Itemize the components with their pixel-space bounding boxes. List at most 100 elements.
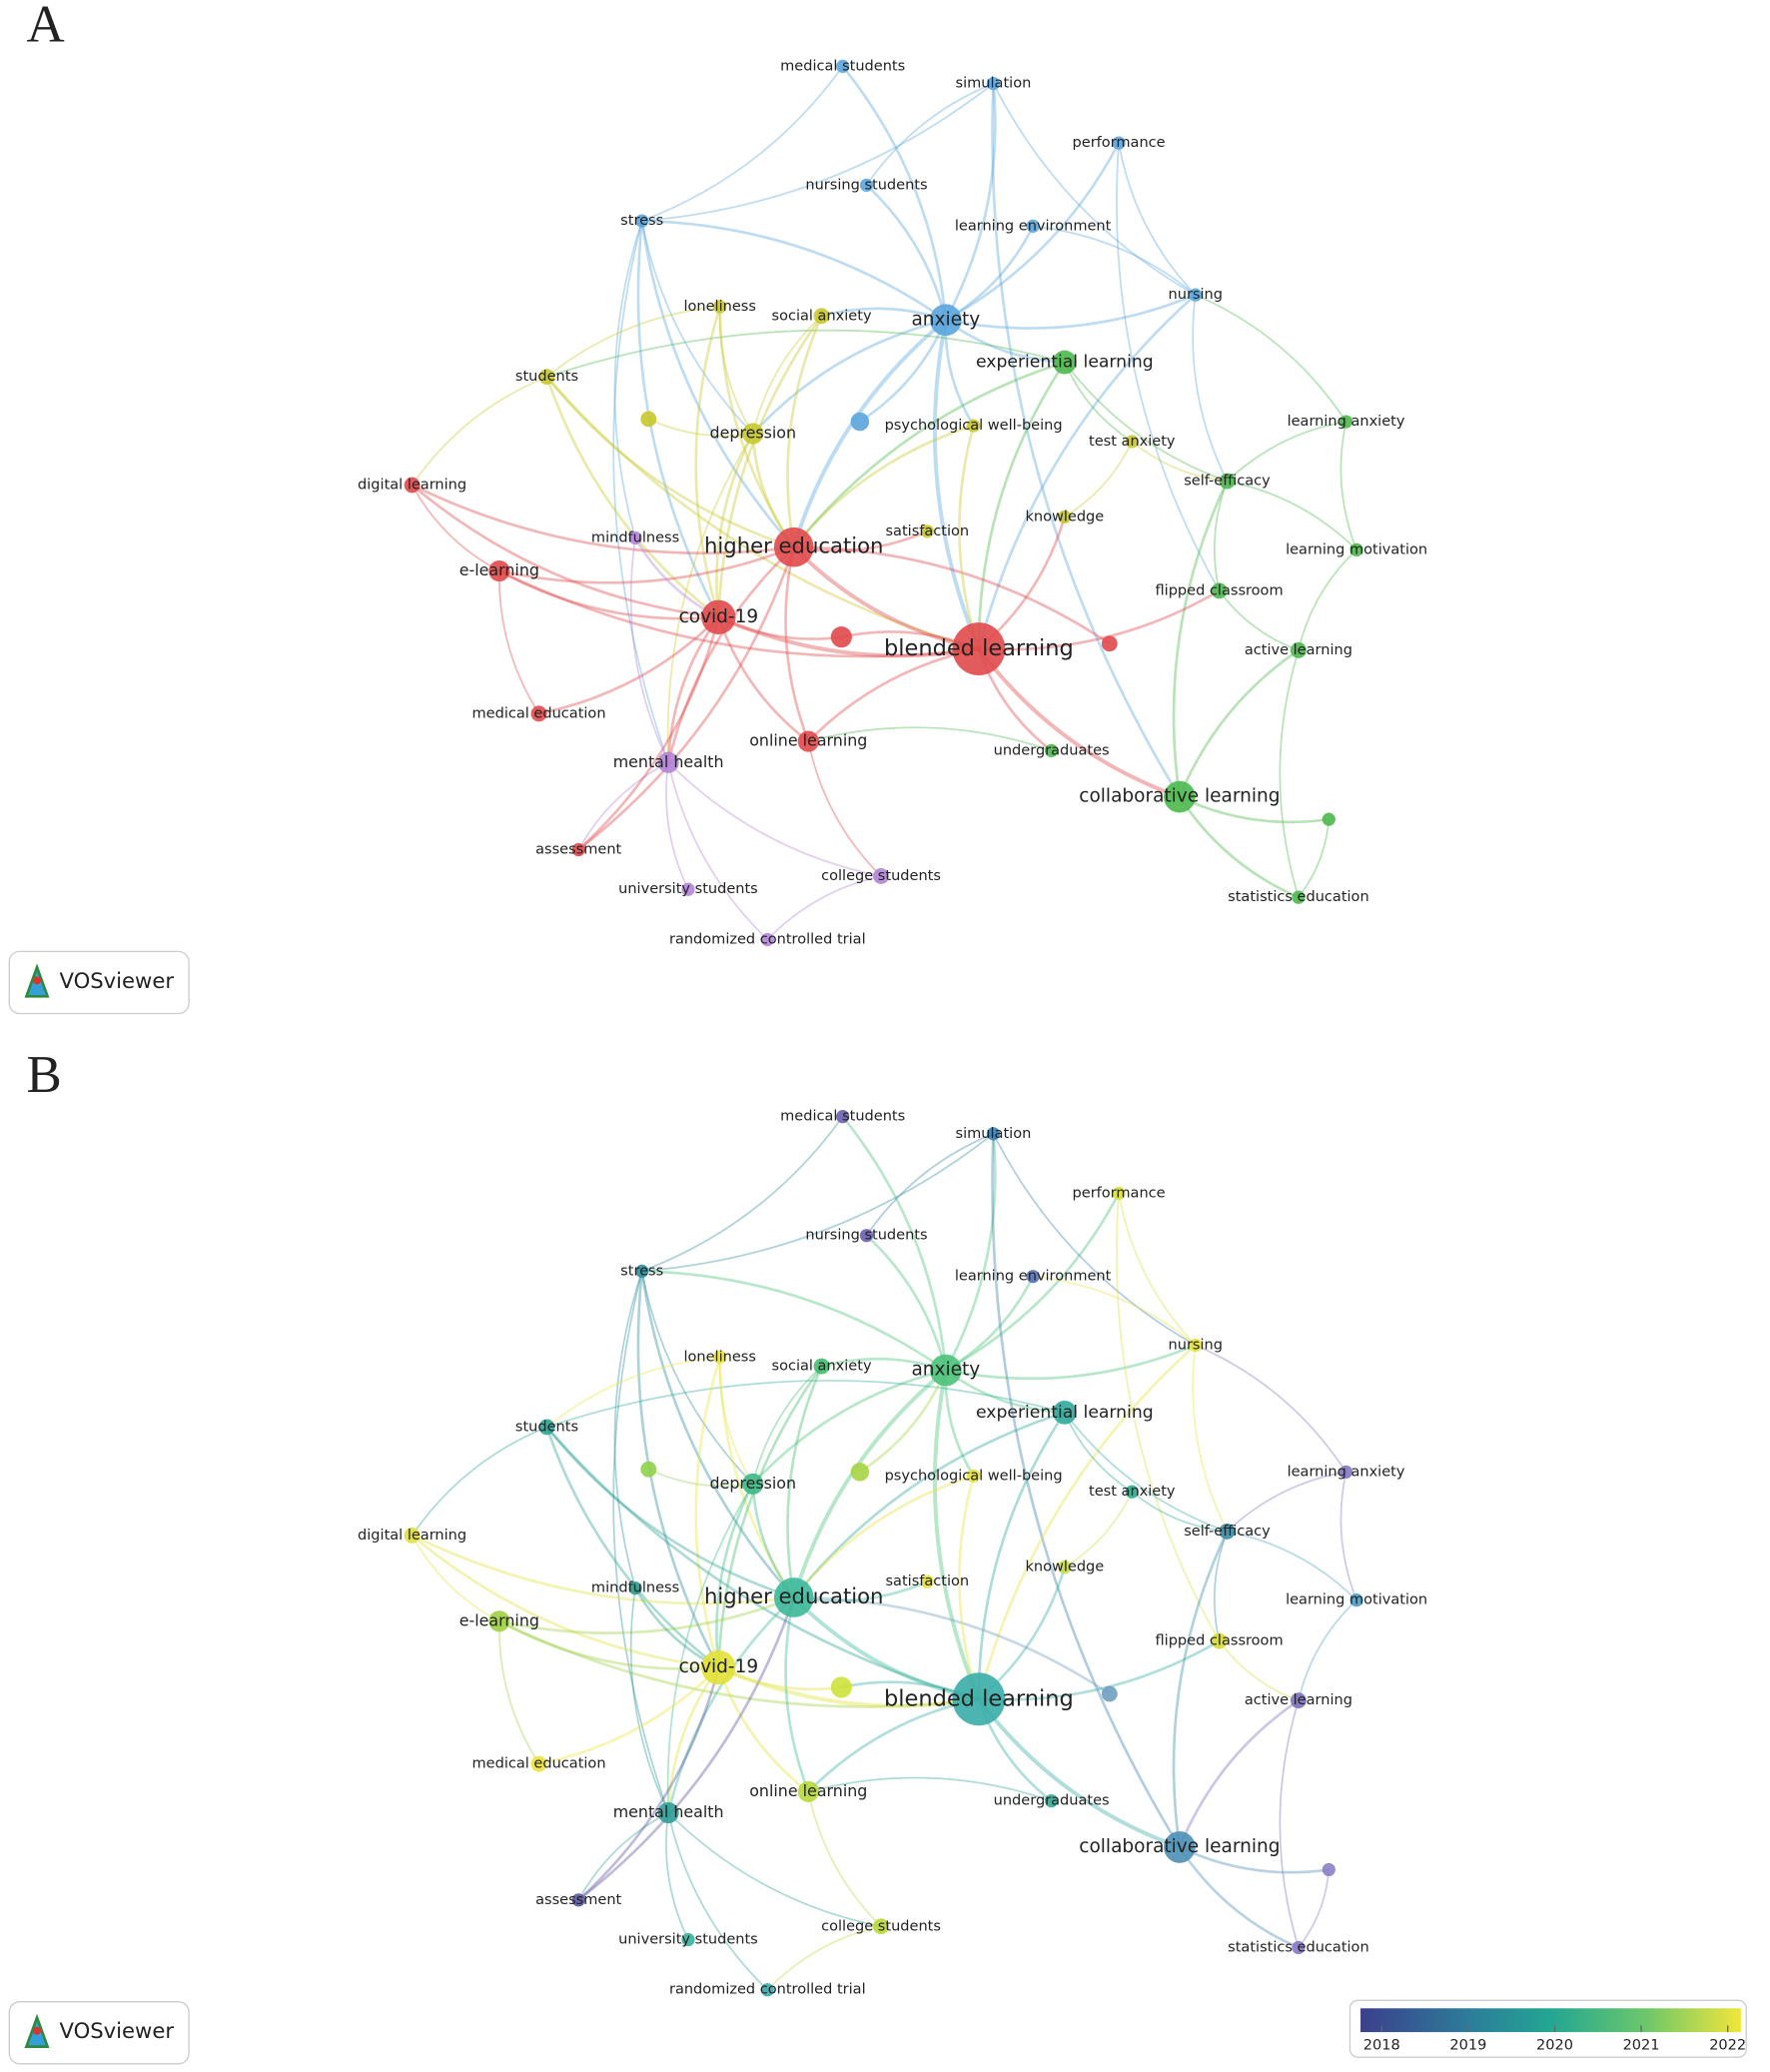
node [488,559,510,582]
edge [498,1619,980,1708]
node-label: undergraduates [994,1793,1110,1809]
edge [944,1133,997,1372]
node [657,1801,679,1824]
node [1164,1831,1196,1863]
edge [640,1271,754,1485]
node-label: satisfaction [885,523,969,539]
node-label: covid-19 [679,606,759,627]
edge [1172,1531,1229,1848]
edge [1033,1275,1197,1347]
edge [666,1596,795,1813]
node [635,214,649,228]
node-label: nursing [1169,1337,1223,1353]
node-label: satisfaction [885,1573,969,1589]
edge [945,1276,1035,1372]
edge [1226,421,1346,483]
node-label: higher education [704,1583,883,1608]
panel-letter: A [26,0,64,53]
node-label: students [515,1419,578,1435]
edge [792,1595,980,1701]
node [836,59,850,73]
node-label: performance [1073,1185,1166,1201]
node [859,1229,874,1243]
node-label: depression [710,1474,797,1493]
node [929,1354,962,1387]
edge [545,376,720,618]
node-label: digital learning [358,478,466,494]
edge [766,1925,882,1991]
node [1101,1685,1118,1702]
edge [751,318,947,435]
node [742,1473,764,1495]
edge [545,376,795,548]
edge [666,616,720,763]
edge [1227,480,1357,550]
node [920,1574,934,1588]
node [952,1672,1006,1726]
node-label: self-efficacy [1184,1524,1271,1540]
edge [577,616,720,851]
legend-tick-label: 2019 [1449,2037,1486,2053]
edge [1178,1699,1300,1848]
node [1211,1632,1228,1649]
node [1125,435,1139,449]
edge [1179,1845,1329,1874]
edge [978,589,1221,651]
edge [766,875,882,941]
logo-text: VOSviewer [60,968,175,993]
edge [792,545,980,651]
edge [1178,1846,1300,1949]
node-label: statistics education [1228,889,1369,905]
edge [577,761,669,850]
node [713,300,727,314]
node [813,1358,830,1375]
node [920,524,934,538]
node-label: mindfulness [591,1580,679,1596]
edge [865,82,994,186]
node [404,477,421,494]
legend-tick-label: 2021 [1623,2037,1660,2053]
node [488,1610,510,1632]
edge [1195,1344,1347,1473]
edge [978,1639,1221,1701]
node [1338,1465,1353,1479]
edge [411,485,500,572]
edges [411,1115,1357,1991]
node [1112,1186,1126,1200]
edge [641,65,844,222]
edge [1116,1193,1221,1642]
logo-box [8,950,190,1015]
edge [991,83,1182,798]
edge [647,418,753,438]
node-label: depression [710,423,797,442]
node [1219,473,1236,490]
node-label: loneliness [683,299,755,315]
legend-tick-label: 2020 [1536,2037,1573,2053]
edge [1213,481,1229,591]
node-label: social anxiety [772,308,872,324]
node-label: test anxiety [1089,1484,1176,1500]
node-label: learning anxiety [1288,414,1405,430]
edge [411,376,547,487]
edge [666,545,795,763]
edge [612,220,669,763]
node [571,842,585,857]
edge [412,1534,794,1605]
node [1026,219,1040,233]
node-label: e-learning [459,560,539,579]
edge [640,220,754,435]
edge [932,319,981,650]
edge [718,307,754,435]
edge [793,1595,1111,1695]
node [701,1649,736,1685]
edge [577,1596,796,1901]
node [850,1463,870,1482]
edge [498,1620,540,1765]
node [1052,1400,1077,1425]
node [850,412,870,432]
edge [977,647,1181,799]
node [628,1581,642,1595]
edge [808,1776,1052,1802]
edges [411,65,1357,941]
